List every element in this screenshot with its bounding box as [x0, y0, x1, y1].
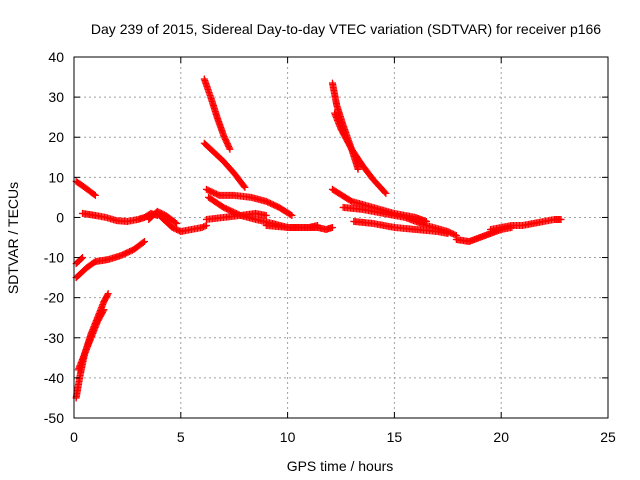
y-axis-label: SDTVAR / TECUs	[5, 182, 21, 294]
series-track-q	[331, 109, 390, 197]
data-point	[444, 229, 452, 237]
data-point	[91, 191, 99, 199]
y-tick-label: 40	[48, 49, 64, 65]
data-point	[77, 255, 85, 263]
y-tick-label: 30	[48, 89, 64, 105]
y-tick-label: -30	[44, 330, 64, 346]
data-point	[241, 183, 249, 191]
series-track-t	[350, 217, 452, 237]
grid-lines	[74, 57, 608, 418]
series-track-c	[72, 238, 148, 282]
data-point	[381, 188, 389, 196]
series-track-e	[74, 306, 108, 374]
y-tick-label: -50	[44, 410, 64, 426]
data-point	[240, 182, 248, 190]
axis-ticks: 0 5 10 15 20 25 -50 -40 -30 -20 -10 0 10 20 30 40	[44, 49, 616, 445]
series-track-i	[200, 75, 234, 153]
data-point	[173, 219, 181, 227]
chart-title: Day 239 of 2015, Sidereal Day-to-day VTE…	[91, 21, 601, 37]
data-point	[451, 231, 459, 239]
data-point	[354, 165, 362, 173]
data-point	[557, 215, 565, 223]
series-track-v	[487, 215, 565, 233]
x-tick-label: 15	[387, 429, 403, 445]
data-markers	[72, 75, 565, 402]
data-point	[382, 189, 390, 197]
series-track-g	[145, 207, 181, 227]
data-point	[328, 223, 336, 231]
x-tick-label: 0	[70, 429, 78, 445]
series-track-b	[72, 254, 87, 268]
series-track-k	[202, 185, 296, 219]
data-point	[139, 238, 147, 246]
y-tick-label: -20	[44, 290, 64, 306]
y-tick-label: -40	[44, 370, 64, 386]
series-track-h	[155, 211, 210, 235]
y-tick-label: -10	[44, 250, 64, 266]
x-tick-label: 20	[493, 429, 509, 445]
data-point	[100, 306, 108, 314]
y-tick-label: 20	[48, 129, 64, 145]
data-point	[262, 211, 270, 219]
x-tick-label: 25	[600, 429, 616, 445]
series-track-j	[200, 139, 249, 191]
series-track-m	[202, 209, 270, 223]
data-point	[79, 254, 87, 262]
x-tick-label: 5	[177, 429, 185, 445]
series-track-o	[314, 223, 336, 233]
data-point	[226, 145, 234, 153]
plot-frame	[73, 56, 609, 419]
data-point	[287, 211, 295, 219]
x-tick-label: 10	[280, 429, 296, 445]
data-point	[103, 291, 111, 299]
data-point	[90, 190, 98, 198]
data-point	[140, 238, 148, 246]
y-tick-label: 0	[56, 209, 64, 225]
data-point	[288, 211, 296, 219]
data-point	[99, 307, 107, 315]
x-axis-label: GPS time / hours	[287, 458, 394, 474]
data-point	[202, 221, 210, 229]
series-track-n	[262, 221, 322, 231]
y-tick-label: 10	[48, 169, 64, 185]
data-point	[171, 219, 179, 227]
series-track-a	[72, 177, 99, 199]
data-point	[201, 222, 209, 230]
data-point	[104, 290, 112, 298]
